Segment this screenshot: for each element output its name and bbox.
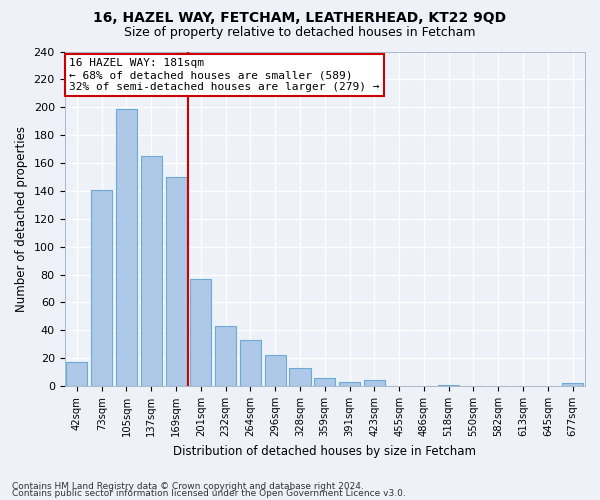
Text: 16, HAZEL WAY, FETCHAM, LEATHERHEAD, KT22 9QD: 16, HAZEL WAY, FETCHAM, LEATHERHEAD, KT2… [94,11,506,25]
Bar [190,278,211,386]
Bar [265,356,286,386]
Bar [314,378,335,386]
Bar [339,382,360,386]
Bar [141,156,162,386]
Bar [562,384,583,386]
Bar [240,340,261,386]
X-axis label: Distribution of detached houses by size in Fetcham: Distribution of detached houses by size … [173,444,476,458]
Text: Contains public sector information licensed under the Open Government Licence v3: Contains public sector information licen… [12,490,406,498]
Bar [438,384,459,386]
Bar [289,368,311,386]
Text: Size of property relative to detached houses in Fetcham: Size of property relative to detached ho… [124,26,476,39]
Bar [67,362,88,386]
Bar [166,177,187,386]
Text: Contains HM Land Registry data © Crown copyright and database right 2024.: Contains HM Land Registry data © Crown c… [12,482,364,491]
Bar [116,108,137,386]
Bar [215,326,236,386]
Bar [91,190,112,386]
Text: 16 HAZEL WAY: 181sqm
← 68% of detached houses are smaller (589)
32% of semi-deta: 16 HAZEL WAY: 181sqm ← 68% of detached h… [70,58,380,92]
Bar [364,380,385,386]
Y-axis label: Number of detached properties: Number of detached properties [15,126,28,312]
